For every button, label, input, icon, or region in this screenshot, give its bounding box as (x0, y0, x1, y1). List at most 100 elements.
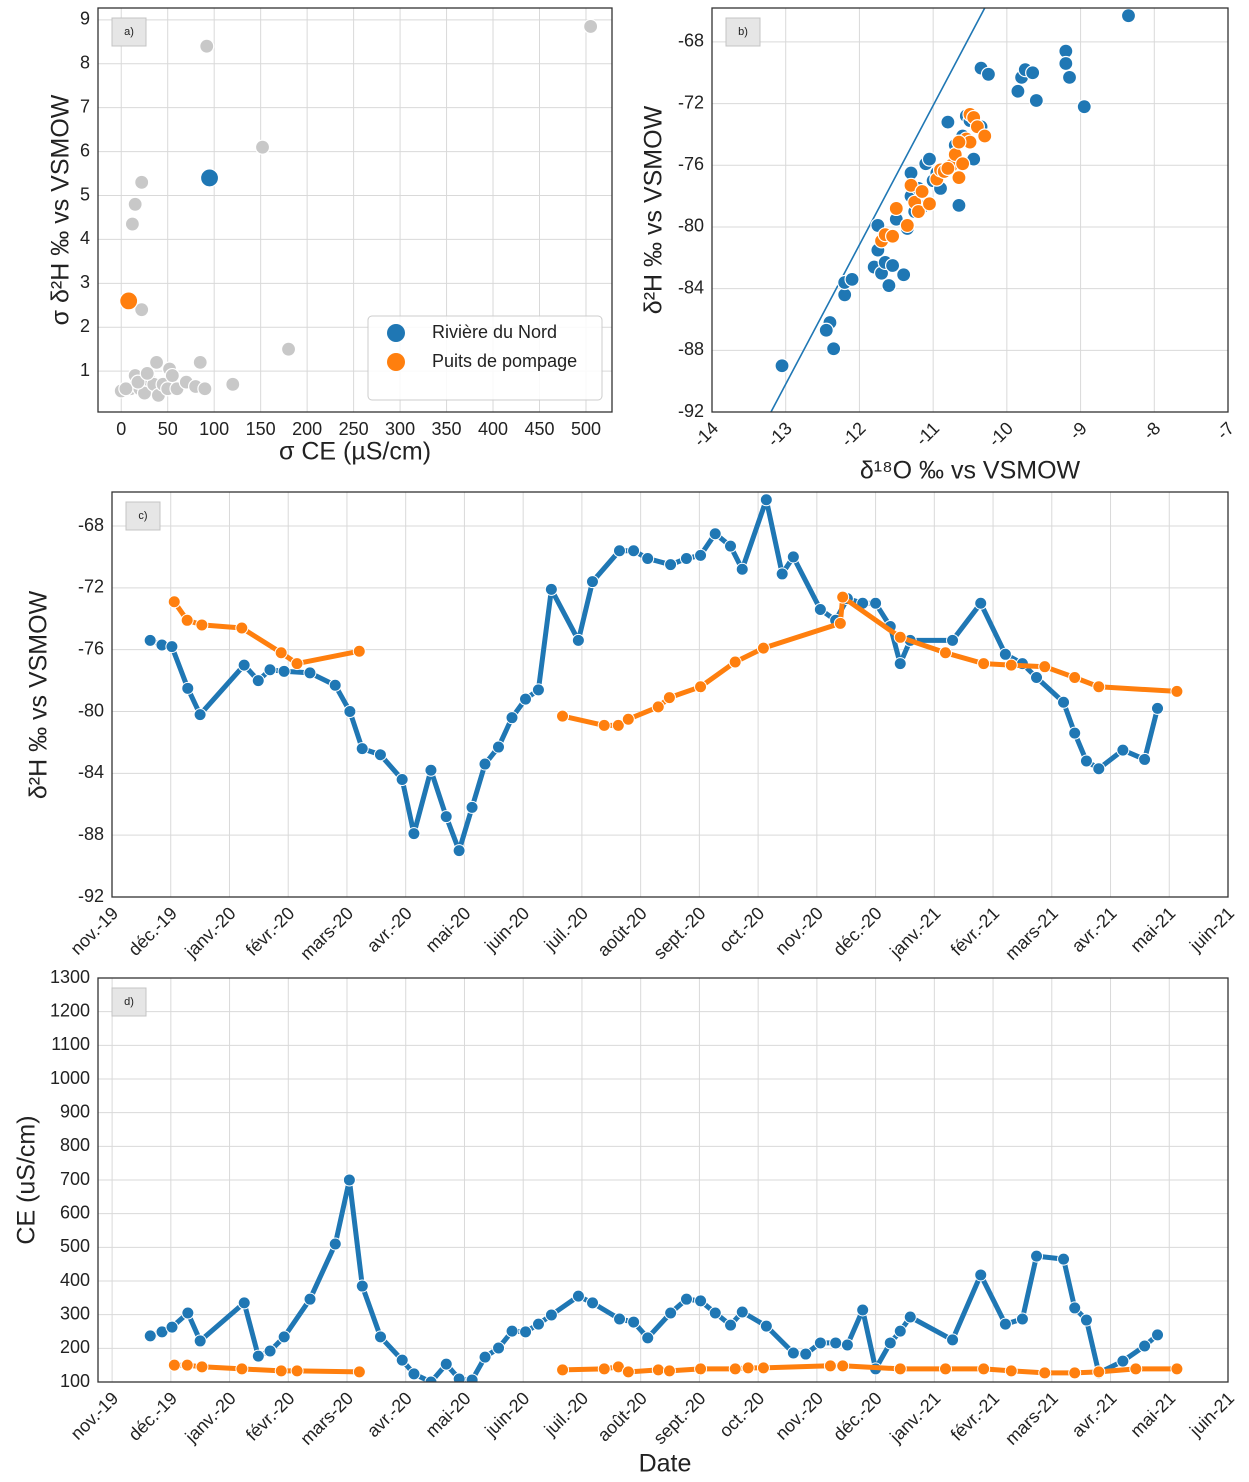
point (1068, 670, 1082, 684)
point (613, 1312, 627, 1326)
point (531, 683, 545, 697)
point (134, 302, 150, 318)
point (951, 197, 967, 213)
point (735, 562, 749, 576)
point (977, 1362, 991, 1376)
panel-label-box (111, 987, 147, 1017)
frame (711, 7, 1229, 413)
point (571, 1289, 585, 1303)
y-tick-label: 8 (80, 53, 90, 73)
y-tick-label: 800 (60, 1135, 90, 1155)
legend-marker (387, 353, 405, 371)
x-tick-label: nov.-19 (67, 903, 123, 959)
panel-label: c) (138, 510, 147, 522)
point (1004, 658, 1018, 672)
point (407, 1367, 421, 1381)
y-tick-label: 300 (60, 1303, 90, 1323)
x-tick-label: nov.-19 (67, 1388, 123, 1444)
point (708, 527, 722, 541)
data-layer (143, 493, 1184, 858)
x-tick-label: déc.-19 (124, 903, 181, 960)
point (181, 1306, 195, 1320)
data-layer (143, 1173, 1184, 1382)
point (921, 151, 938, 167)
point (651, 1363, 665, 1377)
panel: 1 2 3 4 5 6 7 8 9 0 50 100 150 200 250 300 350 400 450 500 a… (47, 7, 613, 466)
point (424, 1375, 438, 1382)
point (883, 1336, 897, 1350)
point (1061, 69, 1078, 85)
point (664, 558, 678, 572)
x-tick-label: févr.-20 (242, 1388, 299, 1445)
point (195, 1360, 209, 1374)
point (946, 1333, 960, 1347)
y-tick-label: 700 (60, 1169, 90, 1189)
point (621, 712, 635, 726)
x-tick-label: mai-21 (1126, 1388, 1179, 1441)
x-tick-label: févr.-20 (242, 903, 299, 960)
point (893, 630, 907, 644)
x-tick-label: janv.-21 (885, 1388, 944, 1447)
point (974, 1268, 988, 1282)
point (251, 674, 265, 688)
point (833, 616, 847, 630)
point (439, 810, 453, 824)
point (951, 170, 967, 186)
point (352, 1365, 366, 1379)
point (519, 1325, 533, 1339)
x-tick-label: mai-20 (422, 903, 475, 956)
point (1116, 743, 1130, 757)
x-tick-label: nov.-20 (771, 1388, 827, 1444)
y-tick-label: -80 (78, 700, 104, 720)
point (896, 267, 912, 283)
point (505, 1324, 519, 1338)
point (290, 1364, 304, 1378)
point (452, 844, 466, 858)
y-tick-label: 3 (80, 272, 90, 292)
point (679, 551, 693, 565)
point (277, 1330, 291, 1344)
point (407, 827, 421, 841)
point (844, 271, 860, 287)
y-tick-label: -88 (678, 339, 704, 359)
point (893, 1324, 907, 1338)
point (869, 596, 883, 610)
x-tick-label: sept.-20 (649, 903, 709, 963)
point (193, 708, 207, 722)
x-tick-label: -11 (912, 418, 944, 450)
point (1151, 701, 1165, 715)
point (940, 160, 956, 176)
x-tick-label: mars-20 (296, 903, 357, 964)
x-tick-label: mars-21 (1001, 1388, 1062, 1449)
y-tick-label: 9 (80, 9, 90, 29)
point (813, 602, 827, 616)
x-axis-label: Date (639, 1450, 692, 1478)
x-tick-label: avr.-20 (363, 1388, 416, 1441)
point (723, 539, 737, 553)
point (192, 354, 208, 370)
x-tick-label: 500 (571, 419, 601, 439)
point (343, 705, 357, 719)
point (694, 548, 708, 562)
point (290, 657, 304, 671)
x-tick-label: 250 (339, 419, 369, 439)
frame (111, 491, 1229, 898)
point (277, 664, 291, 678)
y-tick-label: 5 (80, 184, 90, 204)
point (355, 1279, 369, 1293)
point (303, 666, 317, 680)
point (254, 139, 271, 155)
y-tick-label: 100 (60, 1371, 90, 1391)
x-tick-label: juin-21 (1185, 903, 1238, 956)
point (621, 1365, 635, 1379)
point (1028, 92, 1044, 109)
point (395, 773, 409, 787)
x-tick-label: juin-20 (480, 1388, 533, 1441)
point (571, 633, 585, 647)
point (940, 114, 956, 130)
y-tick-label: 1200 (50, 1000, 90, 1020)
x-tick-label: -8 (1139, 418, 1164, 443)
point (237, 1296, 251, 1310)
x-tick-label: sept.-20 (649, 1388, 709, 1448)
x-tick-label: déc.-20 (829, 903, 886, 960)
